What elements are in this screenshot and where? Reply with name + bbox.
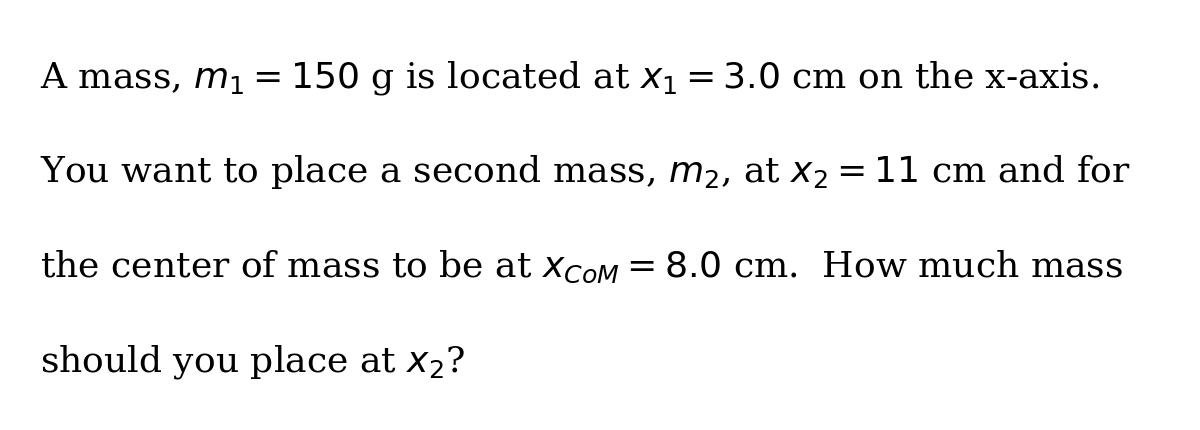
Text: A mass, $m_1 = 150$ g is located at $x_1 = 3.0$ cm on the x-axis.: A mass, $m_1 = 150$ g is located at $x_1… <box>40 58 1099 96</box>
Text: You want to place a second mass, $m_2$, at $x_2 = 11$ cm and for: You want to place a second mass, $m_2$, … <box>40 153 1132 191</box>
Text: the center of mass to be at $x_{CoM} = 8.0$ cm.  How much mass: the center of mass to be at $x_{CoM} = 8… <box>40 249 1123 285</box>
Text: should you place at $x_2$?: should you place at $x_2$? <box>40 342 464 380</box>
